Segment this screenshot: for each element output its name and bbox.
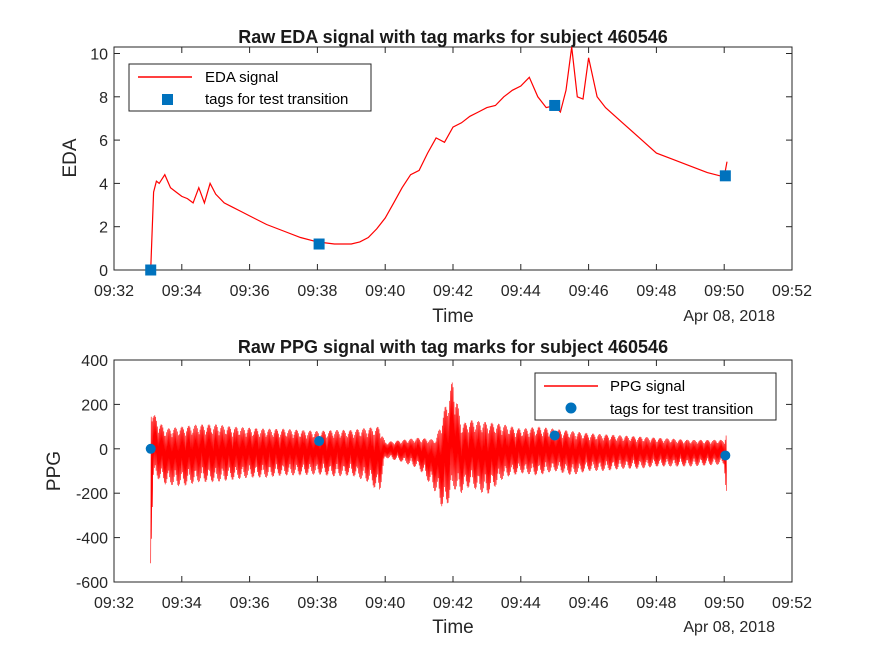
ppg-tag-marker bbox=[145, 443, 156, 454]
eda-legend-square-swatch bbox=[162, 94, 173, 105]
ppg-ytick-label: 200 bbox=[81, 397, 108, 414]
ppg-xtick-label: 09:38 bbox=[297, 595, 337, 612]
eda-xtick-label: 09:42 bbox=[433, 283, 473, 300]
eda-legend-tags: tags for test transition bbox=[205, 91, 348, 108]
ppg-signal-trace bbox=[150, 382, 727, 564]
eda-xtick-label: 09:48 bbox=[636, 283, 676, 300]
eda-ytick-label: 0 bbox=[99, 263, 108, 280]
ppg-ytick-label: -200 bbox=[76, 486, 108, 503]
eda-ytick-label: 10 bbox=[90, 46, 108, 63]
ppg-legend: PPG signal tags for test transition bbox=[534, 372, 777, 421]
ppg-xtick-label: 09:46 bbox=[569, 595, 609, 612]
eda-ytick-label: 4 bbox=[99, 176, 108, 193]
eda-xlabel: Time bbox=[432, 306, 474, 327]
eda-xtick-label: 09:34 bbox=[162, 283, 202, 300]
ppg-signal-layer bbox=[150, 382, 727, 564]
ppg-legend-signal: PPG signal bbox=[610, 378, 685, 395]
eda-xtick-label: 09:36 bbox=[230, 283, 270, 300]
ppg-xtick-label: 09:44 bbox=[501, 595, 541, 612]
eda-xtick-label: 09:52 bbox=[772, 283, 812, 300]
ppg-panel: Raw PPG signal with tag marks for subjec… bbox=[44, 337, 812, 638]
eda-ylabel: EDA bbox=[60, 138, 81, 177]
ppg-ytick-label: 400 bbox=[81, 353, 108, 370]
ppg-legend-box bbox=[534, 372, 777, 421]
eda-ticks: 09:32 09:34 09:36 09:38 09:40 09:42 09:44 09:46… bbox=[90, 46, 812, 300]
ppg-ytick-label: -400 bbox=[76, 531, 108, 548]
ppg-ytick-label: 0 bbox=[99, 442, 108, 459]
ppg-xlabel: Time bbox=[432, 617, 474, 638]
eda-xtick-label: 09:38 bbox=[297, 283, 337, 300]
eda-legend-signal: EDA signal bbox=[205, 69, 278, 86]
ppg-legend-tags: tags for test transition bbox=[610, 401, 753, 418]
ppg-legend-dot-swatch bbox=[565, 402, 577, 414]
eda-signal-layer bbox=[150, 46, 728, 271]
eda-tag-marker bbox=[145, 264, 157, 276]
ppg-tags bbox=[145, 430, 731, 461]
ppg-xtick-label: 09:50 bbox=[704, 595, 744, 612]
eda-xtick-label: 09:46 bbox=[569, 283, 609, 300]
ppg-xtick-label: 09:36 bbox=[230, 595, 270, 612]
ppg-xtick-label: 09:34 bbox=[162, 595, 202, 612]
eda-tag-marker bbox=[549, 99, 561, 111]
eda-date-label: Apr 08, 2018 bbox=[683, 308, 775, 325]
ppg-date-label: Apr 08, 2018 bbox=[683, 619, 775, 636]
ppg-tag-marker bbox=[314, 436, 325, 447]
ppg-xtick-label: 09:40 bbox=[365, 595, 405, 612]
ppg-ytick-label: -600 bbox=[76, 575, 108, 592]
eda-signal-line bbox=[150, 46, 728, 271]
eda-tags bbox=[145, 99, 731, 276]
eda-legend: EDA signal tags for test transition bbox=[128, 63, 372, 112]
eda-xtick-label: 09:44 bbox=[501, 283, 541, 300]
ppg-xtick-label: 09:42 bbox=[433, 595, 473, 612]
ppg-ticks: 09:32 09:34 09:36 09:38 09:40 09:42 09:44 09:46… bbox=[76, 353, 812, 612]
eda-xtick-label: 09:50 bbox=[704, 283, 744, 300]
eda-xtick-label: 09:40 bbox=[365, 283, 405, 300]
ppg-xtick-label: 09:32 bbox=[94, 595, 134, 612]
eda-title: Raw EDA signal with tag marks for subjec… bbox=[238, 27, 667, 47]
ppg-xtick-label: 09:48 bbox=[636, 595, 676, 612]
eda-tag-marker bbox=[313, 238, 325, 250]
ppg-tag-marker bbox=[720, 450, 731, 461]
eda-ytick-label: 8 bbox=[99, 90, 108, 107]
ppg-tag-marker bbox=[549, 430, 560, 441]
eda-panel: Raw EDA signal with tag marks for subjec… bbox=[60, 27, 812, 327]
eda-ytick-label: 6 bbox=[99, 133, 108, 150]
ppg-xtick-label: 09:52 bbox=[772, 595, 812, 612]
eda-xtick-label: 09:32 bbox=[94, 283, 134, 300]
ppg-title: Raw PPG signal with tag marks for subjec… bbox=[238, 337, 668, 357]
eda-tag-marker bbox=[719, 170, 731, 182]
ppg-ylabel: PPG bbox=[44, 451, 65, 491]
eda-ytick-label: 2 bbox=[99, 220, 108, 237]
